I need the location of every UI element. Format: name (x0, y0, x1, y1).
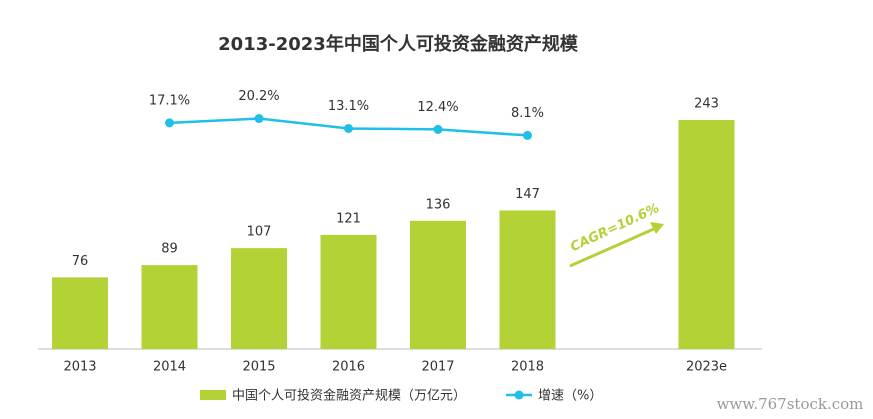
x-tick-label: 2014 (153, 360, 186, 375)
growth-value-label: 12.4% (417, 100, 458, 115)
x-tick-label: 2018 (511, 360, 544, 375)
cagr-arrow (569, 226, 657, 268)
legend-label: 中国个人可投资金融资产规模（万亿元） (232, 388, 466, 404)
bar (231, 248, 287, 349)
bar (52, 277, 108, 349)
growth-value-label: 17.1% (149, 93, 190, 108)
x-tick-label: 2016 (332, 360, 365, 375)
chart-title: 2013-2023年中国个人可投资金融资产规模 (218, 33, 579, 55)
cagr-arrow-head (650, 222, 664, 234)
bar (141, 265, 198, 349)
growth-value-label: 13.1% (328, 99, 369, 114)
bar-value-label: 107 (247, 225, 272, 240)
growth-point (433, 124, 443, 134)
bar (410, 220, 466, 349)
bar-value-label: 243 (694, 96, 719, 111)
bar (320, 234, 377, 349)
growth-value-label: 20.2% (238, 89, 279, 104)
x-tick-label: 2013 (63, 360, 96, 375)
bar-value-label: 147 (515, 187, 540, 202)
growth-point (344, 123, 353, 133)
bar (678, 119, 735, 349)
x-tick-label: 2015 (242, 360, 275, 375)
bar-value-label: 89 (161, 242, 178, 257)
x-tick-label: 2023e (686, 360, 727, 375)
growth-point (523, 130, 532, 140)
bar-value-label: 121 (336, 211, 361, 226)
bar-value-label: 136 (426, 197, 451, 212)
watermark: www.767stock.com (717, 395, 864, 413)
growth-value-label: 8.1% (511, 106, 544, 121)
growth-point (254, 114, 264, 124)
legend-swatch (200, 390, 226, 400)
growth-point (165, 118, 174, 128)
bar (499, 210, 556, 349)
legend-label: 增速（%） (538, 389, 602, 404)
bar-value-label: 76 (72, 254, 89, 269)
x-tick-label: 2017 (421, 360, 454, 375)
legend-swatch-dot (514, 390, 524, 400)
